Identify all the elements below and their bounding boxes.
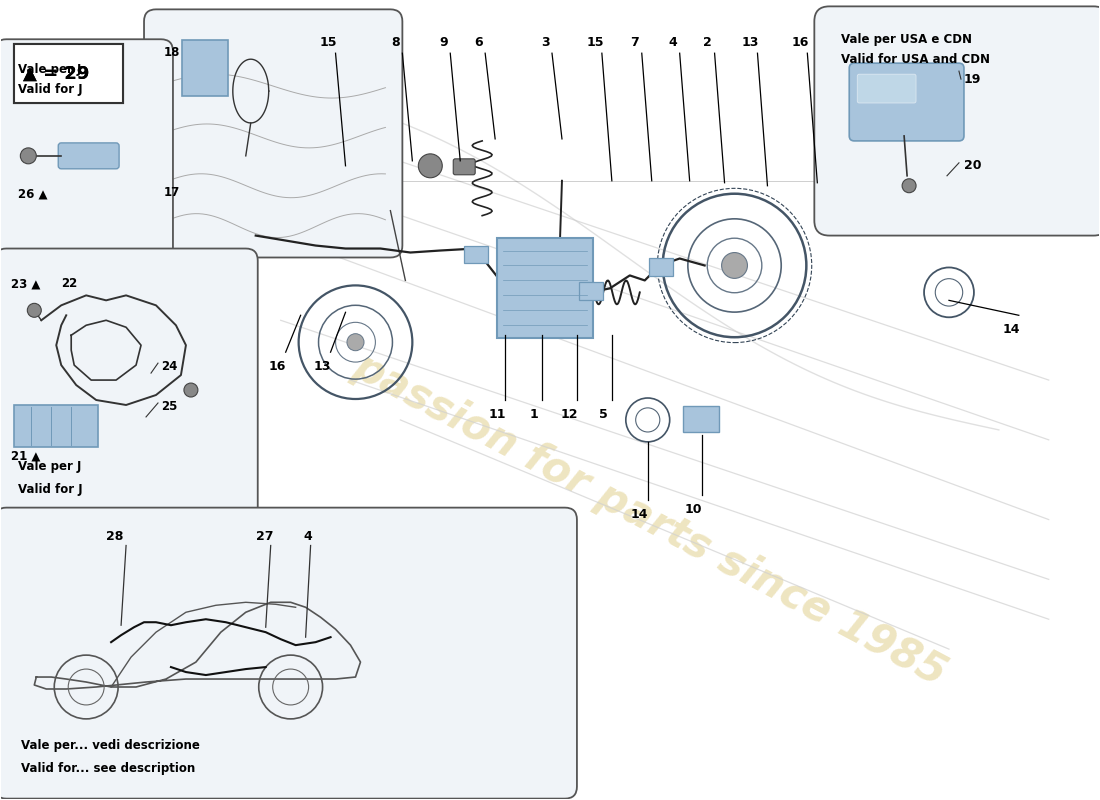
Text: 4: 4 (304, 530, 312, 542)
Circle shape (20, 148, 36, 164)
FancyBboxPatch shape (464, 246, 488, 263)
Circle shape (418, 154, 442, 178)
Text: 14: 14 (1002, 323, 1020, 336)
FancyBboxPatch shape (814, 6, 1100, 235)
Text: 4: 4 (669, 36, 678, 50)
Text: ▲ = 29: ▲ = 29 (23, 65, 90, 83)
FancyBboxPatch shape (649, 258, 673, 277)
Text: 25: 25 (161, 400, 177, 413)
FancyBboxPatch shape (579, 282, 603, 300)
Text: 26 ▲: 26 ▲ (19, 188, 47, 201)
Text: 14: 14 (631, 507, 649, 521)
Text: 2: 2 (703, 36, 712, 50)
FancyBboxPatch shape (144, 10, 403, 258)
Text: 21 ▲: 21 ▲ (11, 450, 41, 462)
FancyBboxPatch shape (683, 406, 718, 432)
FancyBboxPatch shape (497, 238, 593, 338)
FancyBboxPatch shape (14, 405, 98, 447)
Circle shape (722, 253, 748, 278)
Text: 12: 12 (560, 408, 578, 421)
Text: 6: 6 (474, 36, 483, 50)
Text: Valid for J: Valid for J (19, 83, 82, 96)
Text: 17: 17 (164, 186, 180, 198)
Text: 20: 20 (964, 159, 981, 172)
Text: 11: 11 (488, 408, 506, 421)
FancyBboxPatch shape (453, 159, 475, 174)
Text: ▲ = 29: ▲ = 29 (23, 65, 90, 83)
FancyBboxPatch shape (14, 44, 123, 103)
FancyBboxPatch shape (182, 40, 228, 96)
Text: 7: 7 (630, 36, 639, 50)
Text: 13: 13 (314, 360, 331, 373)
FancyBboxPatch shape (857, 74, 916, 103)
Text: 5: 5 (600, 408, 608, 421)
Text: passion for parts since 1985: passion for parts since 1985 (346, 345, 954, 694)
Text: 15: 15 (586, 36, 604, 50)
Text: Valid for J: Valid for J (19, 482, 82, 496)
FancyBboxPatch shape (58, 143, 119, 169)
Text: 16: 16 (270, 360, 286, 373)
FancyBboxPatch shape (0, 508, 576, 798)
Circle shape (346, 334, 364, 350)
Circle shape (902, 178, 916, 193)
Text: Vale per J: Vale per J (19, 63, 81, 76)
Text: 16: 16 (792, 36, 810, 50)
Text: 19: 19 (964, 73, 981, 86)
Text: 1: 1 (530, 408, 538, 421)
Text: Vale per USA e CDN: Vale per USA e CDN (842, 34, 972, 46)
Text: 24: 24 (161, 360, 177, 373)
Circle shape (28, 303, 42, 318)
Text: 10: 10 (685, 502, 703, 516)
Text: 8: 8 (392, 36, 399, 50)
Text: 18: 18 (164, 46, 180, 59)
Text: Valid for... see description: Valid for... see description (21, 762, 196, 774)
FancyBboxPatch shape (849, 63, 964, 141)
Text: 28: 28 (106, 530, 123, 542)
FancyBboxPatch shape (0, 39, 173, 267)
Text: Vale per J: Vale per J (19, 460, 81, 473)
Text: 23 ▲: 23 ▲ (11, 278, 41, 290)
Text: 13: 13 (741, 36, 759, 50)
Text: 27: 27 (255, 530, 273, 542)
Text: 3: 3 (541, 36, 549, 50)
Text: Vale per... vedi descrizione: Vale per... vedi descrizione (21, 738, 200, 752)
FancyBboxPatch shape (14, 44, 123, 103)
Text: 15: 15 (320, 36, 338, 50)
FancyBboxPatch shape (0, 249, 257, 526)
Text: 9: 9 (439, 36, 448, 50)
Text: Valid for USA and CDN: Valid for USA and CDN (842, 53, 990, 66)
Circle shape (184, 383, 198, 397)
Text: 22: 22 (62, 278, 77, 290)
